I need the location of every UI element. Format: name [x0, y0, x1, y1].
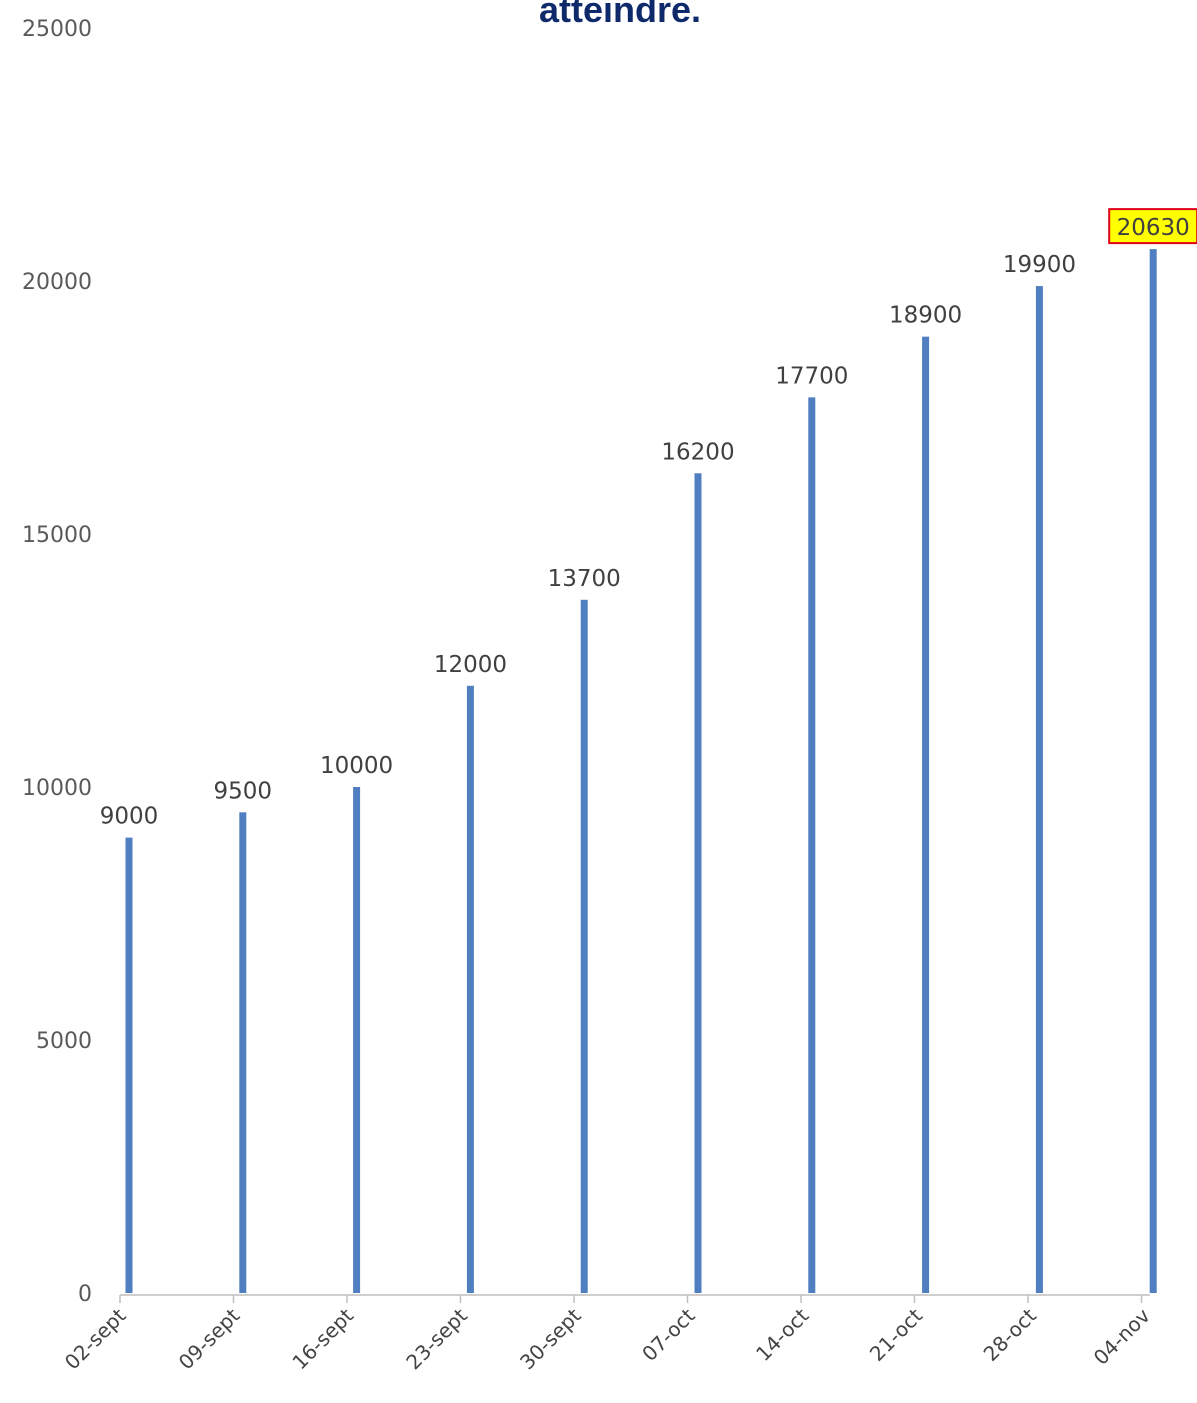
x-tick-label: 30-sept: [515, 1303, 586, 1374]
bar: [125, 837, 133, 1293]
data-label: 13700: [548, 566, 621, 592]
x-tick-label: 28-oct: [979, 1303, 1041, 1365]
x-tick-label: 21-oct: [865, 1303, 927, 1365]
x-tick-label: 07-oct: [637, 1303, 699, 1365]
data-label-highlight-box: [1108, 208, 1197, 245]
bar: [1035, 286, 1043, 1293]
x-tick-label: 14-oct: [751, 1303, 813, 1365]
x-tick-label: 16-sept: [287, 1303, 358, 1374]
bar: [694, 473, 702, 1293]
bar: [466, 685, 474, 1293]
bar: [922, 336, 930, 1293]
data-label: 17700: [775, 363, 848, 389]
y-tick-label: 5000: [36, 1029, 92, 1054]
bar: [353, 787, 361, 1293]
y-tick-label: 20000: [22, 270, 92, 295]
data-label: 19900: [1003, 252, 1076, 278]
data-label: 20630: [1117, 215, 1190, 241]
data-label: 18900: [889, 303, 962, 329]
data-label: 12000: [434, 652, 507, 678]
bars: [125, 249, 1157, 1294]
y-tick-label: 0: [78, 1282, 92, 1307]
bar: [1149, 249, 1157, 1294]
x-tick-label: 04-nov: [1089, 1303, 1155, 1369]
bar: [239, 812, 247, 1293]
y-tick-label: 25000: [22, 17, 92, 42]
axes: 0 5000 10000 15000 20000 25000 02-sept 09-sept 1…: [22, 17, 1155, 1374]
chart-title: atteindre.: [539, 0, 701, 30]
data-label: 9500: [214, 778, 273, 804]
bar: [580, 599, 588, 1293]
x-tick-label: 02-sept: [60, 1303, 131, 1374]
data-label: 10000: [320, 753, 393, 779]
y-tick-label: 10000: [22, 776, 92, 801]
data-labels: 9000 9500 10000 12000 13700 16200 17700 18900 19…: [100, 208, 1197, 830]
bar: [808, 397, 816, 1293]
data-label: 9000: [100, 804, 159, 830]
data-label: 16200: [661, 439, 734, 465]
x-tick-label: 09-sept: [174, 1303, 245, 1374]
y-tick-label: 15000: [22, 523, 92, 548]
x-tick-label: 23-sept: [401, 1303, 472, 1374]
